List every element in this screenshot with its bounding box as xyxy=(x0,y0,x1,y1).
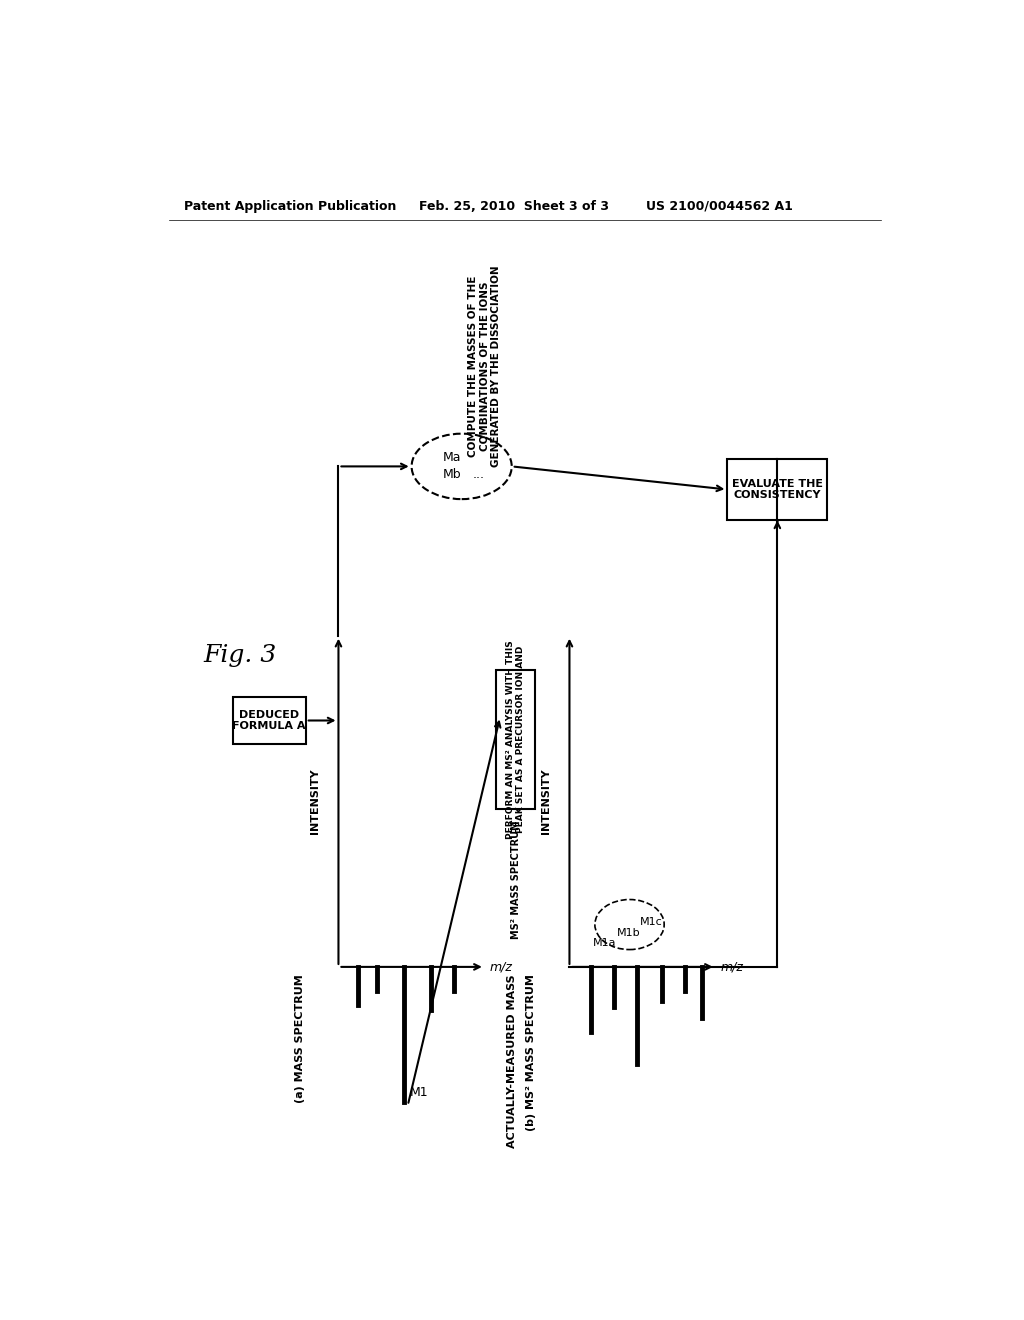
Text: COMPUTE THE MASSES OF THE
COMBINATIONS OF THE IONS
GENERATED BY THE DISSOCIATION: COMPUTE THE MASSES OF THE COMBINATIONS O… xyxy=(468,265,502,467)
Text: PERFORM AN MS² ANALYSIS WITH THIS
PEAK SET AS A PRECURSOR ION AND: PERFORM AN MS² ANALYSIS WITH THIS PEAK S… xyxy=(506,640,525,840)
Text: INTENSITY: INTENSITY xyxy=(542,768,551,834)
Text: EVALUATE THE
CONSISTENCY: EVALUATE THE CONSISTENCY xyxy=(732,479,823,500)
Ellipse shape xyxy=(412,434,512,499)
Text: Feb. 25, 2010  Sheet 3 of 3: Feb. 25, 2010 Sheet 3 of 3 xyxy=(419,199,609,213)
Text: m/z: m/z xyxy=(489,961,512,973)
Text: INTENSITY: INTENSITY xyxy=(310,768,321,834)
Text: M1c: M1c xyxy=(640,917,663,927)
Text: DEDUCED
FORMULA A: DEDUCED FORMULA A xyxy=(232,710,306,731)
Text: m/z: m/z xyxy=(720,961,743,973)
Bar xyxy=(727,459,827,520)
Text: M1: M1 xyxy=(410,1086,429,1100)
Text: Patent Application Publication: Patent Application Publication xyxy=(184,199,397,213)
Bar xyxy=(232,697,306,743)
Text: Ma: Ma xyxy=(443,450,462,463)
Text: MS² MASS SPECTRUM: MS² MASS SPECTRUM xyxy=(511,821,520,940)
Text: M1b: M1b xyxy=(616,928,640,937)
Text: (a) MASS SPECTRUM: (a) MASS SPECTRUM xyxy=(295,974,305,1104)
Text: ACTUALLY-MEASURED MASS: ACTUALLY-MEASURED MASS xyxy=(507,974,517,1148)
Text: M1a: M1a xyxy=(593,937,616,948)
Text: ...: ... xyxy=(473,467,484,480)
Text: US 2100/0044562 A1: US 2100/0044562 A1 xyxy=(646,199,794,213)
Bar xyxy=(497,671,535,809)
Text: Mb: Mb xyxy=(443,467,462,480)
Text: Fig. 3: Fig. 3 xyxy=(204,644,276,667)
Text: (b) MS² MASS SPECTRUM: (b) MS² MASS SPECTRUM xyxy=(526,974,536,1131)
